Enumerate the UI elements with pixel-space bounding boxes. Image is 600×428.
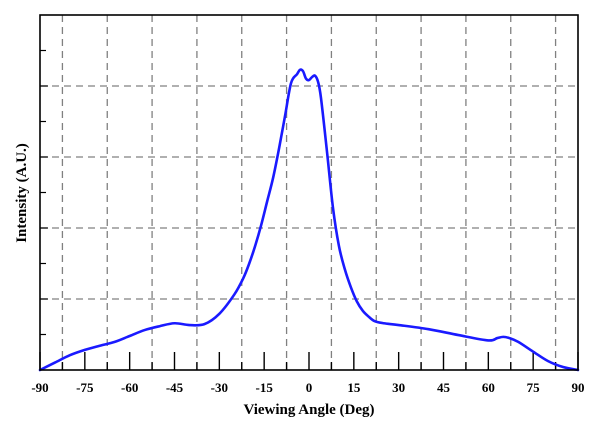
x-tick-label: -45: [166, 380, 184, 395]
x-tick-label: 0: [306, 380, 313, 395]
axis-ticks: [39, 49, 579, 370]
x-tick-label: 30: [392, 380, 405, 395]
x-tick-label: 90: [572, 380, 585, 395]
x-tick-label: 15: [347, 380, 361, 395]
y-axis-title: Intensity (A.U.): [14, 143, 30, 243]
x-tick-label: 75: [527, 380, 541, 395]
x-axis-title: Viewing Angle (Deg): [243, 402, 374, 418]
x-tick-label: -30: [211, 380, 228, 395]
x-tick-labels: -90 -75 -60 -45 -30 -15 0 15 30 45 60 75 90: [31, 380, 584, 395]
x-tick-label: -90: [31, 380, 48, 395]
plot-area-frame: [39, 14, 579, 371]
grid-lines: [40, 15, 578, 370]
series-group: [38, 68, 580, 372]
x-tick-label: -75: [76, 380, 94, 395]
x-tick-label: -15: [255, 380, 273, 395]
x-tick-label: 60: [482, 380, 495, 395]
x-tick-label: 45: [437, 380, 451, 395]
intensity-series-line: [38, 68, 580, 372]
x-tick-label: -60: [121, 380, 138, 395]
